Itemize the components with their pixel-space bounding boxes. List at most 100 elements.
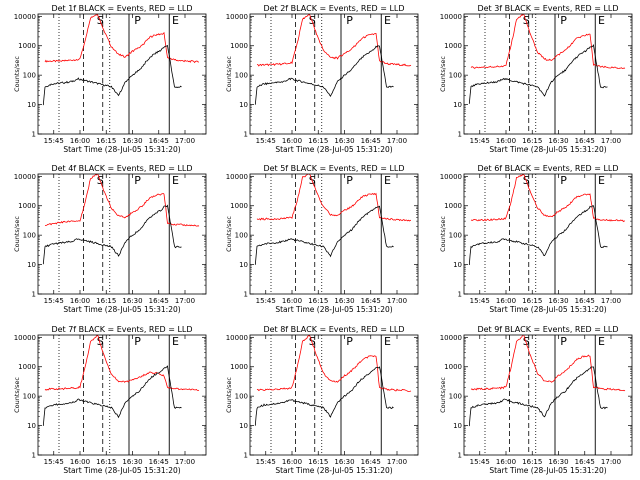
phase-marker: S	[523, 335, 530, 348]
y-axis-label: Counts/sec	[225, 216, 233, 252]
x-tick-label: 15:45	[44, 297, 64, 305]
x-tick-label: 16:45	[575, 137, 595, 145]
phase-marker: P	[346, 14, 353, 27]
y-tick-label: 10	[27, 422, 36, 430]
x-axis-label: Start Time (28-Jul-05 15:31:20)	[63, 305, 180, 314]
y-axis-label: Counts/sec	[439, 56, 447, 92]
phase-marker: P	[346, 174, 353, 187]
phase-marker: E	[598, 174, 605, 187]
y-tick-label: 10	[27, 101, 36, 109]
phase-marker: P	[560, 174, 567, 187]
y-tick-label: 1000	[230, 202, 248, 210]
y-axis-label: Counts/sec	[13, 377, 21, 413]
x-tick-label: 17:00	[601, 458, 621, 466]
y-tick-label: 1	[32, 291, 36, 299]
x-tick-label: 16:15	[308, 137, 328, 145]
panel-title: Det 1f BLACK = Events, RED = LLD	[51, 4, 192, 13]
y-tick-label: 1000	[18, 202, 36, 210]
x-tick-label: 16:15	[96, 297, 116, 305]
phase-marker: E	[172, 335, 179, 348]
plot-frame	[463, 334, 633, 456]
phase-marker: P	[560, 335, 567, 348]
x-axis-label: Start Time (28-Jul-05 15:31:20)	[275, 305, 392, 314]
y-tick-label: 1	[244, 131, 248, 139]
x-tick-label: 17:00	[601, 137, 621, 145]
x-tick-label: 16:30	[122, 458, 142, 466]
x-tick-label: 16:30	[122, 297, 142, 305]
series-line-black-events	[42, 365, 182, 426]
x-tick-label: 16:15	[522, 297, 542, 305]
y-axis-label: Counts/sec	[225, 377, 233, 413]
y-tick-label: 10000	[226, 173, 248, 181]
phase-marker: E	[172, 14, 179, 27]
x-tick-label: 16:45	[361, 137, 381, 145]
y-tick-label: 10	[453, 101, 462, 109]
x-tick-label: 16:00	[70, 458, 90, 466]
y-tick-label: 10	[239, 422, 248, 430]
x-tick-label: 16:45	[149, 297, 169, 305]
x-tick-label: 16:30	[334, 137, 354, 145]
x-tick-label: 16:30	[548, 458, 568, 466]
y-tick-label: 10000	[440, 334, 462, 342]
phase-marker: P	[134, 174, 141, 187]
y-tick-label: 100	[23, 232, 36, 240]
series-line-black-events	[42, 44, 182, 106]
series-line-black-events	[468, 43, 608, 104]
series-line-black-events	[468, 205, 608, 266]
x-tick-label: 16:00	[282, 458, 302, 466]
x-tick-label: 16:00	[496, 297, 516, 305]
y-tick-label: 1	[244, 452, 248, 460]
phase-marker: E	[172, 174, 179, 187]
y-tick-label: 1	[458, 291, 462, 299]
x-tick-label: 16:00	[496, 458, 516, 466]
phase-marker: E	[384, 335, 391, 348]
x-tick-label: 15:45	[256, 297, 276, 305]
y-tick-label: 100	[449, 393, 462, 401]
series-line-red-lld	[44, 335, 200, 391]
phase-marker: S	[97, 335, 104, 348]
series-line-red-lld	[256, 335, 412, 393]
y-axis-label: Counts/sec	[225, 56, 233, 92]
x-tick-label: 15:45	[470, 137, 490, 145]
x-tick-label: 16:30	[548, 297, 568, 305]
y-axis-label: Counts/sec	[439, 216, 447, 252]
x-tick-label: 16:45	[575, 297, 595, 305]
y-tick-label: 10	[27, 261, 36, 269]
y-tick-label: 100	[235, 232, 248, 240]
y-tick-label: 10000	[440, 173, 462, 181]
x-tick-label: 15:45	[256, 137, 276, 145]
y-tick-label: 10	[239, 261, 248, 269]
x-tick-label: 16:45	[361, 458, 381, 466]
x-tick-label: 16:00	[282, 297, 302, 305]
y-tick-label: 1	[458, 131, 462, 139]
y-tick-label: 100	[23, 393, 36, 401]
y-tick-label: 1000	[444, 42, 462, 50]
x-tick-label: 16:30	[548, 137, 568, 145]
x-tick-label: 17:00	[175, 458, 195, 466]
panel-title: Det 7f BLACK = Events, RED = LLD	[51, 325, 192, 334]
x-axis-label: Start Time (28-Jul-05 15:31:20)	[275, 466, 392, 475]
y-tick-label: 1000	[444, 202, 462, 210]
x-tick-label: 16:30	[122, 137, 142, 145]
x-tick-label: 15:45	[256, 458, 276, 466]
x-tick-label: 16:30	[334, 458, 354, 466]
x-tick-label: 16:30	[334, 297, 354, 305]
phase-marker: P	[134, 335, 141, 348]
x-tick-label: 15:45	[470, 458, 490, 466]
plot-frame	[249, 334, 419, 456]
x-tick-label: 17:00	[175, 297, 195, 305]
panel-title: Det 2f BLACK = Events, RED = LLD	[263, 4, 404, 13]
x-tick-label: 16:45	[149, 458, 169, 466]
x-tick-label: 17:00	[387, 458, 407, 466]
phase-marker: S	[309, 335, 316, 348]
y-tick-label: 10	[239, 101, 248, 109]
y-tick-label: 1	[458, 452, 462, 460]
plot-frame	[37, 334, 207, 456]
y-axis-label: Counts/sec	[439, 377, 447, 413]
x-tick-label: 16:15	[96, 137, 116, 145]
